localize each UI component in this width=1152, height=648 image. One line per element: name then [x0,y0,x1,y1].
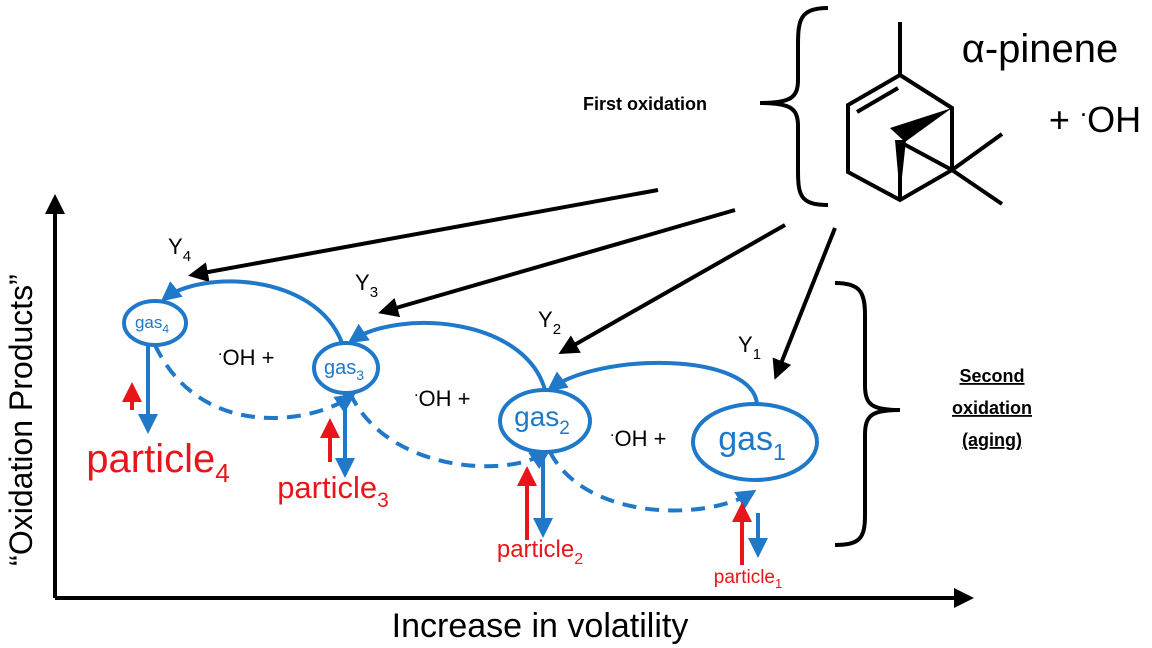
base: particle [714,567,775,588]
text: OH + [418,386,470,411]
subscript: 1 [753,346,761,363]
text: OH + [222,345,274,370]
x-axis-label: Increase in volatility [392,607,689,645]
gas-label: gas2 [514,401,570,439]
radical-dot: . [218,342,222,359]
base: gas [135,313,162,332]
precursor: α-pinene [962,27,1119,71]
subscript: 4 [183,248,191,265]
yield-label: Y4 [168,234,191,265]
wedge [890,108,952,142]
particle-label: particle2 [497,536,583,568]
gas-label: gas4 [135,313,169,336]
yield-arrow [558,223,786,354]
text: OH + [614,426,666,451]
brace [834,281,901,547]
base: particle [86,437,215,481]
yield-label: Y1 [738,332,761,363]
yield-label: Y2 [538,307,561,338]
subscript: 4 [215,458,229,488]
base: Y [355,270,370,295]
label-line: oxidation [952,398,1032,418]
particle-label: particle1 [714,567,782,591]
y-axis-label: “Oxidation Products” [3,274,39,566]
particle-label: particle3 [277,470,389,512]
first-oxidation-label: First oxidation [583,94,707,114]
dashed-arrow [348,392,551,470]
base: Y [538,307,553,332]
base: gas [514,401,559,432]
subscript: 2 [553,321,561,338]
radical-dot: . [1080,92,1087,122]
subscript: 3 [370,284,378,301]
gas-label: gas1 [718,420,786,465]
base: particle [497,536,574,563]
base: particle [277,470,377,505]
label-line: (aging) [962,430,1022,450]
subscript: 1 [775,576,782,591]
label-line: Second [959,366,1024,386]
oh-label: .OH + [414,383,470,411]
aging-arrow [347,320,547,391]
gas-node [312,341,380,395]
gas-label: gas3 [324,357,364,383]
sign: + [1049,99,1070,140]
aging-arrow [160,279,344,344]
subscript: 3 [356,367,364,383]
base: gas [324,357,356,379]
subscript: 2 [574,551,583,568]
base: gas [718,420,773,458]
oxidant: + .OH [1049,92,1141,140]
radical-dot: . [414,383,418,400]
radical-dot: . [610,423,614,440]
second-oxidation-label: Second oxidation (aging) [952,366,1032,450]
oh-label: .OH + [610,423,666,451]
subscript: 3 [377,489,389,512]
subscript: 4 [162,322,169,336]
yield-label: Y3 [355,270,378,301]
wedge [895,140,906,196]
oh-label: .OH + [218,342,274,370]
yield-arrow [188,188,659,282]
brace [759,6,829,207]
subscript: 1 [773,439,786,465]
base: Y [168,234,183,259]
particle-label: particle4 [86,437,229,488]
base: Y [738,332,753,357]
yield-arrow [378,208,736,318]
subscript: 2 [559,418,570,439]
yield-arrow [772,227,837,380]
dashed-arrow [153,344,356,420]
aging-arrow [546,360,759,405]
dashed-arrow [548,451,757,513]
species: OH [1087,99,1141,140]
